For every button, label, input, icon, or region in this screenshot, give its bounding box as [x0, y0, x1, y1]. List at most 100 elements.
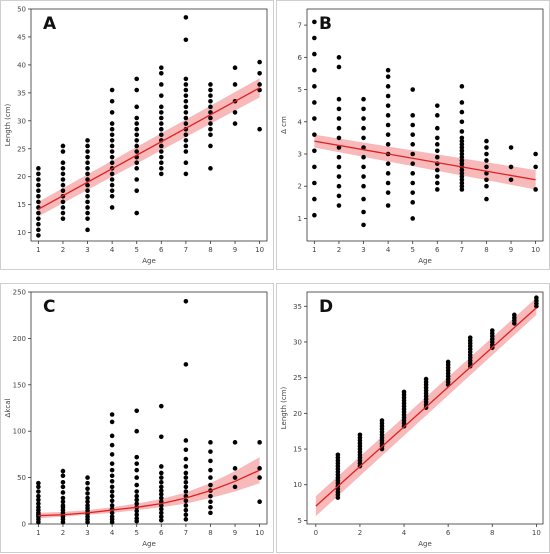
data-point-b-4-2: [385, 180, 391, 186]
data-point-b-8-2: [484, 177, 489, 183]
data-point-b-3-8: [361, 135, 366, 141]
data-point-b-7-5: [459, 171, 465, 176]
y-tick-label-a-25: 25: [17, 145, 26, 153]
y-tick-label-a-35: 35: [17, 89, 26, 97]
data-point-b-1-4: [312, 148, 317, 154]
data-point-c-4-9: [109, 484, 115, 490]
data-point-b-2-1: [336, 193, 342, 199]
data-point-c-1-8: [36, 497, 41, 503]
x-tick-label-a-7: 7: [184, 246, 188, 254]
data-point-c-7-13: [183, 447, 189, 453]
y-tick-label-a-10: 10: [17, 229, 26, 237]
data-point-b-2-12: [336, 64, 342, 70]
data-point-a-3-15: [85, 138, 90, 143]
data-point-b-9-1: [508, 164, 514, 170]
panel-label-b: B: [319, 14, 332, 34]
data-point-a-6-0: [158, 171, 164, 177]
data-point-a-7-4: [183, 138, 189, 143]
data-point-b-6-2: [434, 174, 440, 179]
y-tick-label-a-30: 30: [17, 117, 26, 125]
data-point-a-1-7: [36, 193, 41, 199]
data-point-c-5-8: [134, 489, 140, 494]
data-point-b-6-7: [434, 142, 440, 147]
data-point-b-4-9: [385, 113, 391, 118]
x-tick-label-d-8: 8: [490, 529, 494, 537]
fit-line-b: [314, 140, 536, 181]
data-point-a-6-10: [158, 115, 164, 121]
data-point-a-5-12: [134, 115, 140, 121]
x-tick-label-c-10: 10: [255, 529, 264, 537]
data-point-a-7-3: [183, 143, 189, 149]
panel-d-plot: 0 2 4 6 8 10 5 10 15 20 25 30 35 Age Length (cm) D: [280, 291, 544, 548]
x-tick-label-b-2: 2: [337, 246, 341, 254]
data-point-b-3-4: [361, 174, 366, 179]
data-point-b-1-12: [312, 19, 317, 25]
data-point-c-4-16: [109, 433, 115, 439]
x-tick-label-b-1: 1: [312, 246, 316, 254]
data-point-a-7-10: [183, 104, 189, 110]
data-point-b-7-11: [459, 151, 465, 157]
data-point-b-7-20: [459, 100, 465, 105]
data-point-c-1-6: [36, 504, 41, 510]
data-point-b-1-9: [312, 67, 317, 73]
x-axis-label-c: Age: [142, 540, 156, 548]
data-point-c-2-10: [60, 490, 66, 495]
data-point-a-7-13: [183, 87, 189, 93]
data-point-b-6-1: [434, 180, 440, 186]
data-point-a-5-13: [134, 104, 140, 110]
data-point-b-1-3: [312, 164, 317, 170]
data-point-a-1-9: [36, 182, 41, 188]
data-point-c-8-8: [208, 458, 213, 464]
data-point-b-5-5: [410, 161, 416, 166]
x-tick-label-a-9: 9: [233, 246, 237, 254]
data-point-b-4-6: [385, 142, 391, 147]
y-tick-label-c-250: 250: [13, 289, 26, 297]
data-point-b-1-0: [312, 212, 317, 218]
data-point-b-3-9: [361, 125, 366, 131]
data-point-a-7-17: [183, 15, 189, 20]
x-tick-label-b-5: 5: [410, 246, 414, 254]
data-point-c-5-3: [134, 508, 140, 514]
x-tick-label-b-8: 8: [484, 246, 488, 254]
x-tick-label-c-8: 8: [208, 529, 212, 537]
data-point-b-2-0: [336, 203, 342, 208]
data-point-a-5-4: [134, 160, 140, 166]
data-point-a-10-3: [257, 70, 262, 76]
data-point-b-4-13: [385, 74, 391, 79]
x-tick-label-c-6: 6: [159, 529, 164, 537]
data-point-a-8-0: [208, 166, 213, 171]
data-point-a-4-8: [109, 154, 115, 160]
data-point-b-5-7: [410, 142, 416, 147]
x-tick-label-b-10: 10: [531, 246, 540, 254]
data-point-c-6-8: [158, 488, 164, 493]
y-tick-label-d-30: 30: [293, 338, 302, 346]
y-tick-label-d-20: 20: [293, 410, 302, 418]
x-tick-label-b-7: 7: [460, 246, 464, 254]
data-point-b-4-12: [385, 84, 391, 89]
data-point-b-7-0: [459, 187, 465, 192]
data-point-a-6-16: [158, 65, 164, 70]
data-point-c-1-12: [36, 480, 41, 486]
data-point-c-4-17: [109, 419, 115, 425]
data-point-c-8-7: [208, 467, 213, 473]
data-point-c-9-2: [232, 466, 238, 471]
data-point-c-9-0: [232, 484, 238, 490]
data-point-b-7-13: [459, 145, 465, 150]
data-point-b-4-10: [385, 103, 391, 108]
data-point-b-6-9: [434, 125, 440, 131]
y-tick-label-a-45: 45: [17, 33, 26, 41]
data-point-a-7-1: [183, 160, 189, 166]
data-point-b-9-2: [508, 145, 514, 150]
data-point-b-4-11: [385, 93, 391, 99]
data-point-b-5-11: [410, 87, 416, 92]
data-point-b-1-1: [312, 196, 317, 202]
x-tick-label-c-7: 7: [184, 529, 188, 537]
data-point-a-7-2: [183, 149, 189, 154]
data-point-a-2-6: [60, 182, 66, 188]
data-point-a-7-16: [183, 37, 189, 43]
data-point-b-7-15: [459, 138, 465, 144]
data-point-c-7-11: [183, 464, 189, 469]
data-point-b-3-3: [361, 183, 366, 189]
fit-confidence-band-a: [38, 78, 260, 217]
